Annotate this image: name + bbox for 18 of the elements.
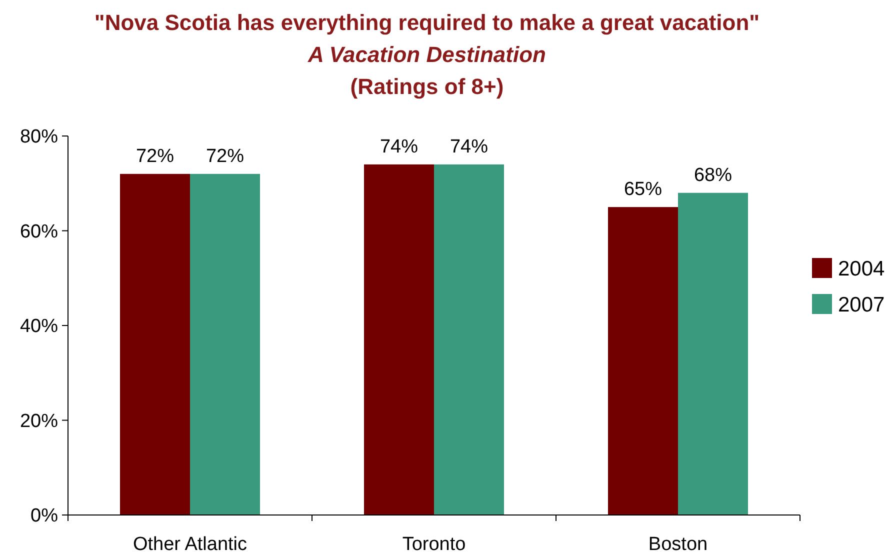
chart-title: "Nova Scotia has everything required to make a great vacation" [94,10,760,35]
data-label: 72% [136,146,174,167]
data-label: 72% [206,146,244,167]
y-tick-label: 60% [20,221,58,242]
x-tick-label: Other Atlantic [132,534,248,552]
x-tick-label: Toronto [402,534,466,552]
data-label: 65% [624,179,662,200]
x-tick-label: Boston [648,534,708,552]
legend-label: 2007 [838,293,885,316]
y-tick-label: 40% [20,316,58,338]
data-label: 68% [694,164,732,186]
data-label: 74% [380,136,418,158]
legend-label: 2004 [838,257,886,280]
y-tick-label: 0% [30,506,58,527]
chart-subtitle: A Vacation Destination (Ratings of 8+) [307,42,546,99]
y-tick-label: 20% [20,410,58,432]
data-label: 74% [450,136,488,158]
y-tick-label: 80% [20,126,58,148]
